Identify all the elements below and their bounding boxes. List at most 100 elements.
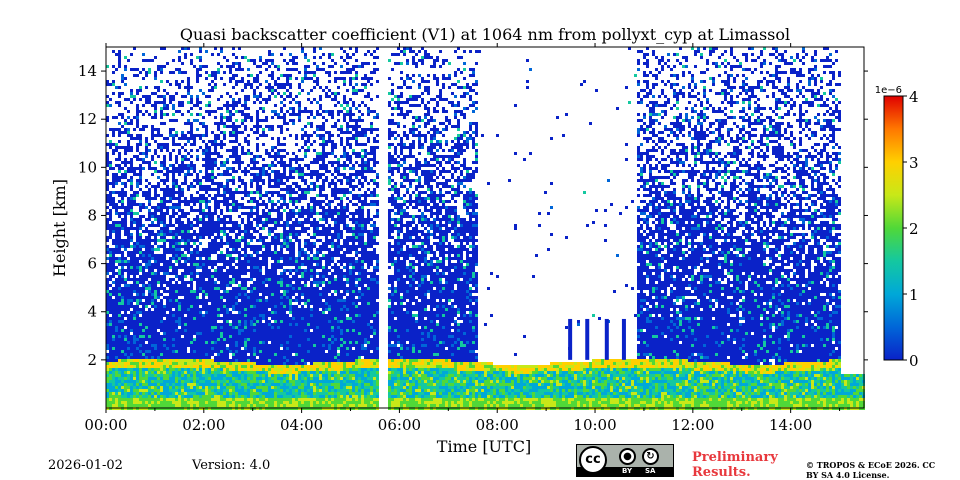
heatmap-cell <box>274 65 277 68</box>
heatmap-cell <box>229 242 232 245</box>
heatmap-cell <box>229 149 232 152</box>
heatmap-cell <box>139 209 142 212</box>
heatmap-cell <box>184 260 187 263</box>
heatmap-cell <box>235 134 238 137</box>
heatmap-cell <box>253 335 256 338</box>
heatmap-cell <box>229 68 232 71</box>
heatmap-cell <box>265 257 268 260</box>
heatmap-cell <box>244 362 247 365</box>
heatmap-cell <box>190 125 193 128</box>
heatmap-cell <box>232 179 235 182</box>
heatmap-cell <box>232 248 235 251</box>
heatmap-cell <box>175 380 178 383</box>
heatmap-cell <box>121 287 124 290</box>
heatmap-cell <box>196 293 199 296</box>
heatmap-cell <box>274 182 277 185</box>
heatmap-cell <box>136 329 139 332</box>
heatmap-cell <box>181 212 184 215</box>
heatmap-cell <box>112 392 115 395</box>
heatmap-cell <box>202 296 205 299</box>
heatmap-cell <box>283 98 286 101</box>
heatmap-cell <box>163 230 166 233</box>
heatmap-cell <box>214 146 217 149</box>
heatmap-cell <box>157 341 160 344</box>
heatmap-cell <box>184 332 187 335</box>
heatmap-cell <box>163 392 166 395</box>
heatmap-cell <box>136 92 139 95</box>
heatmap-cell <box>247 74 250 77</box>
heatmap-cell <box>166 284 169 287</box>
heatmap-cell <box>211 365 214 368</box>
heatmap-cell <box>220 308 223 311</box>
heatmap-cell <box>238 80 241 83</box>
heatmap-cell <box>187 362 190 365</box>
heatmap-cell <box>157 359 160 362</box>
heatmap-cell <box>268 302 271 305</box>
heatmap-cell <box>115 308 118 311</box>
heatmap-cell <box>211 218 214 221</box>
heatmap-cell <box>250 83 253 86</box>
heatmap-cell <box>115 344 118 347</box>
heatmap-cell <box>211 290 214 293</box>
heatmap-cell <box>166 188 169 191</box>
heatmap-cell <box>154 128 157 131</box>
heatmap-cell <box>238 317 241 320</box>
heatmap-cell <box>238 368 241 371</box>
heatmap-cell <box>145 365 148 368</box>
heatmap-cell <box>142 344 145 347</box>
heatmap-cell <box>283 227 286 230</box>
heatmap-cell <box>133 374 136 377</box>
heatmap-cell <box>214 122 217 125</box>
heatmap-cell <box>232 335 235 338</box>
heatmap-cell <box>199 365 202 368</box>
heatmap-cell <box>193 200 196 203</box>
heatmap-cell <box>286 110 289 113</box>
heatmap-cell <box>157 311 160 314</box>
heatmap-cell <box>259 386 262 389</box>
heatmap-cell <box>208 320 211 323</box>
heatmap-cell <box>220 401 223 404</box>
heatmap-cell <box>130 323 133 326</box>
heatmap-cell <box>118 329 121 332</box>
heatmap-cell <box>166 290 169 293</box>
heatmap-cell <box>259 353 262 356</box>
heatmap-cell <box>256 80 259 83</box>
heatmap-cell <box>145 236 148 239</box>
heatmap-cell <box>271 377 274 380</box>
heatmap-cell <box>196 77 199 80</box>
heatmap-cell <box>238 293 241 296</box>
heatmap-cell <box>268 125 271 128</box>
heatmap-cell <box>166 347 169 350</box>
heatmap-cell <box>223 317 226 320</box>
heatmap-cell <box>160 344 163 347</box>
heatmap-cell <box>199 254 202 257</box>
heatmap-cell <box>250 128 253 131</box>
heatmap-cell <box>271 362 274 365</box>
heatmap-cell <box>223 389 226 392</box>
heatmap-cell <box>130 257 133 260</box>
heatmap-cell <box>178 68 181 71</box>
heatmap-cell <box>235 263 238 266</box>
heatmap-cell <box>196 263 199 266</box>
heatmap-cell <box>223 56 226 59</box>
heatmap-cell <box>106 299 109 302</box>
heatmap-cell <box>142 311 145 314</box>
heatmap-cell <box>250 338 253 341</box>
heatmap-cell <box>154 347 157 350</box>
heatmap-cell <box>178 350 181 353</box>
heatmap-cell <box>247 380 250 383</box>
heatmap-cell <box>115 203 118 206</box>
heatmap-cell <box>217 248 220 251</box>
heatmap-cell <box>223 215 226 218</box>
heatmap-cell <box>244 266 247 269</box>
heatmap-cell <box>280 398 283 401</box>
heatmap-cell <box>283 167 286 170</box>
heatmap-cell <box>214 323 217 326</box>
heatmap-cell <box>106 197 109 200</box>
heatmap-cell <box>181 239 184 242</box>
heatmap-cell <box>232 128 235 131</box>
heatmap-cell <box>193 170 196 173</box>
heatmap-cell <box>109 248 112 251</box>
heatmap-cell <box>235 338 238 341</box>
heatmap-cell <box>268 335 271 338</box>
